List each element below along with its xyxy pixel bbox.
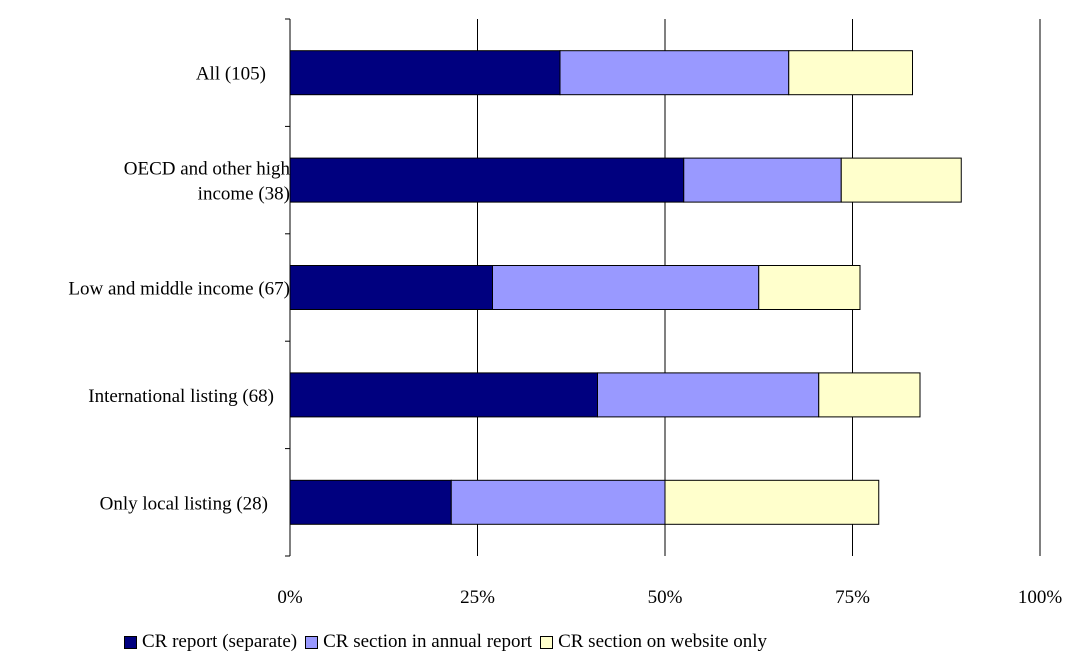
bar-segment <box>289 50 561 96</box>
legend-label-cr-website: CR section on website only <box>558 631 768 652</box>
bar-segment <box>559 50 790 96</box>
legend-swatch-cr-report <box>124 635 137 649</box>
bar-segment <box>289 157 685 203</box>
x-tick-label: 100% <box>1018 587 1063 608</box>
category-label: Only local listing (28) <box>100 493 268 514</box>
bar-segment <box>289 265 493 310</box>
bar-segment <box>664 479 880 525</box>
x-tick-label: 0% <box>277 587 303 608</box>
legend: CR report (separate) CR section in annua… <box>124 622 944 662</box>
bar-segment <box>289 479 452 525</box>
category-label: All (105) <box>196 64 266 85</box>
bar-segment <box>758 265 861 310</box>
bar-segment <box>450 479 666 525</box>
category-label: OECD and other high income (38) <box>124 159 291 205</box>
bar-segment <box>788 50 913 96</box>
category-label: Low and middle income (67) <box>68 279 290 300</box>
x-tick-label: 25% <box>460 587 495 608</box>
legend-item-cr-annual: CR section in annual report <box>305 631 532 653</box>
category-label: International listing (68) <box>88 386 274 407</box>
legend-label-cr-report: CR report (separate) <box>142 631 298 652</box>
legend-label-cr-annual: CR section in annual report <box>323 631 533 652</box>
bar-segment <box>289 372 598 418</box>
bar-segment <box>492 265 760 310</box>
bar-segment <box>597 372 820 418</box>
bars <box>289 50 962 525</box>
axes <box>285 18 291 557</box>
bar-segment <box>818 372 921 418</box>
legend-item-cr-website: CR section on website only <box>540 631 767 653</box>
x-tick-label: 50% <box>648 587 683 608</box>
bar-segment <box>840 157 962 203</box>
category-labels: All (105) OECD and other high income (38) L… <box>68 64 290 515</box>
x-tick-label: 75% <box>835 587 870 608</box>
legend-swatch-cr-website <box>540 635 554 649</box>
bar-segment <box>683 157 842 203</box>
legend-item-cr-report: CR report (separate) <box>124 631 297 653</box>
x-tick-labels: 0% 25% 50% 75% 100% <box>277 587 1062 608</box>
legend-swatch-cr-annual <box>305 635 319 649</box>
